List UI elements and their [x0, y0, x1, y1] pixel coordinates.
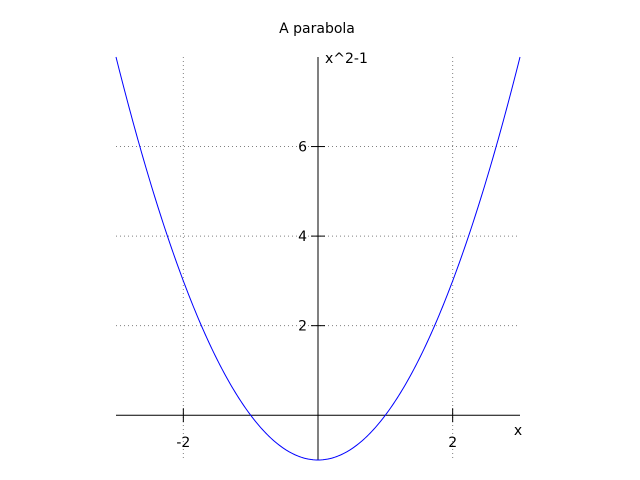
ticks: -2 2 2 4 6 — [176, 140, 457, 452]
y-tick-label: 6 — [298, 140, 307, 156]
y-tick-label: 4 — [298, 229, 307, 245]
x-tick-label: 2 — [448, 435, 457, 451]
axes — [116, 57, 520, 460]
x-axis-label: x — [514, 423, 522, 439]
y-tick-label: 2 — [298, 319, 307, 335]
x-tick-label: -2 — [176, 435, 190, 451]
y-axis-label: x^2-1 — [325, 51, 368, 67]
series-layer — [115, 56, 521, 461]
chart-title: A parabola — [279, 21, 355, 37]
series-line-parabola — [115, 56, 521, 461]
grid — [116, 57, 520, 460]
